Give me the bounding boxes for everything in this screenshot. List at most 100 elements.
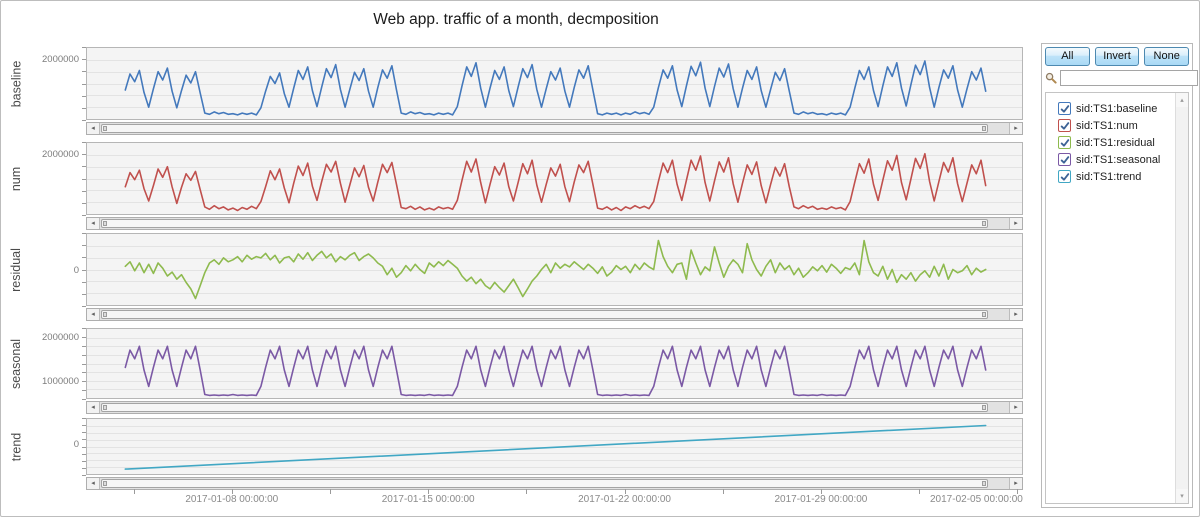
y-tick <box>82 475 86 476</box>
y-tick <box>82 337 86 338</box>
invert-selection-button[interactable]: Invert <box>1094 47 1140 66</box>
gridline <box>87 453 1022 454</box>
check-icon <box>1060 155 1069 164</box>
thumb-left-handle[interactable] <box>103 126 107 131</box>
thumb-left-handle[interactable] <box>103 405 107 410</box>
scroll-right-button[interactable]: ▸ <box>1009 402 1022 413</box>
selector-buttons: All Invert None <box>1045 47 1190 66</box>
y-tick <box>82 215 86 216</box>
select-all-button[interactable]: All <box>1045 47 1090 66</box>
x-tick-label: 2017-02-05 00:00:00 <box>930 494 1023 505</box>
y-tick <box>82 461 86 462</box>
y-tick <box>82 346 86 347</box>
y-tick <box>82 203 86 204</box>
legend-item-num[interactable]: sid:TS1:num <box>1058 117 1174 134</box>
checkbox-num[interactable] <box>1058 119 1071 132</box>
hscrollbar-baseline[interactable]: ◂ ▸ <box>86 122 1023 135</box>
scroll-left-button[interactable]: ◂ <box>87 218 100 229</box>
gridline <box>87 433 1022 434</box>
thumb-right-handle[interactable] <box>982 221 986 226</box>
y-tick-label: 2000000 <box>42 331 79 343</box>
select-none-button[interactable]: None <box>1144 47 1190 66</box>
hscrollbar-trend[interactable]: ◂ ▸ <box>86 477 1023 490</box>
scroll-thumb[interactable] <box>101 124 988 133</box>
scroll-right-button[interactable]: ▸ <box>1009 218 1022 229</box>
y-tick <box>82 454 86 455</box>
thumb-right-handle[interactable] <box>982 405 986 410</box>
plot-residual[interactable] <box>86 233 1023 306</box>
gridline <box>87 190 1022 191</box>
y-tick <box>82 468 86 469</box>
y-tick-label: 0 <box>73 439 79 451</box>
x-tick <box>428 489 430 494</box>
scroll-thumb[interactable] <box>101 310 988 319</box>
scroll-right-button[interactable]: ▸ <box>1009 123 1022 134</box>
legend-item-trend[interactable]: sid:TS1:trend <box>1058 168 1174 185</box>
thumb-right-handle[interactable] <box>982 312 986 317</box>
y-tick <box>82 245 86 246</box>
legend-item-baseline[interactable]: sid:TS1:baseline <box>1058 100 1174 117</box>
gridline <box>87 258 1022 259</box>
thumb-left-handle[interactable] <box>103 481 107 486</box>
checkbox-residual[interactable] <box>1058 136 1071 149</box>
thumb-left-handle[interactable] <box>103 221 107 226</box>
scroll-left-button[interactable]: ◂ <box>87 123 100 134</box>
x-tick-label: 2017-01-08 00:00:00 <box>185 494 279 505</box>
y-tick <box>82 233 86 234</box>
check-icon <box>1060 172 1069 181</box>
hscrollbar-seasonal[interactable]: ◂ ▸ <box>86 401 1023 414</box>
gridline <box>87 84 1022 85</box>
y-tick <box>82 166 86 167</box>
legend-item-label: sid:TS1:residual <box>1076 136 1155 149</box>
x-tick <box>624 489 626 494</box>
hscrollbar-residual[interactable]: ◂ ▸ <box>86 308 1023 321</box>
gridline <box>87 167 1022 168</box>
legend-item-residual[interactable]: sid:TS1:residual <box>1058 134 1174 151</box>
legend-item-seasonal[interactable]: sid:TS1:seasonal <box>1058 151 1174 168</box>
scroll-right-button[interactable]: ▸ <box>1009 478 1022 489</box>
plot-seasonal[interactable] <box>86 328 1023 399</box>
gridline <box>87 467 1022 468</box>
thumb-right-handle[interactable] <box>982 481 986 486</box>
y-tick <box>82 306 86 307</box>
y-tick <box>82 399 86 400</box>
checkbox-baseline[interactable] <box>1058 102 1071 115</box>
gridline <box>87 372 1022 373</box>
series-filter-input[interactable] <box>1060 70 1198 86</box>
scroll-thumb[interactable] <box>101 219 988 228</box>
thumb-right-handle[interactable] <box>982 126 986 131</box>
gridline <box>87 293 1022 294</box>
y-tick <box>82 191 86 192</box>
gridline <box>87 155 1022 156</box>
y-tick <box>82 257 86 258</box>
plot-num[interactable] <box>86 142 1023 215</box>
hscrollbar-num[interactable]: ◂ ▸ <box>86 217 1023 230</box>
vscrollbar[interactable]: ▴ ▾ <box>1175 93 1188 503</box>
y-tick <box>82 439 86 440</box>
scroll-thumb[interactable] <box>101 403 988 412</box>
scroll-down-button[interactable]: ▾ <box>1176 489 1188 503</box>
gridline <box>87 107 1022 108</box>
y-tick <box>82 418 86 419</box>
plot-trend[interactable] <box>86 418 1023 475</box>
y-tick <box>82 447 86 448</box>
y-tick <box>82 282 86 283</box>
checkbox-seasonal[interactable] <box>1058 153 1071 166</box>
scroll-thumb[interactable] <box>101 479 988 488</box>
scroll-left-button[interactable]: ◂ <box>87 402 100 413</box>
y-tick <box>82 294 86 295</box>
plot-baseline[interactable] <box>86 47 1023 120</box>
scroll-up-button[interactable]: ▴ <box>1176 93 1188 107</box>
series-selector-panel: All Invert None sid:TS1:baseline sid:TS1:… <box>1041 43 1198 508</box>
y-tick <box>82 381 86 382</box>
y-tick <box>82 154 86 155</box>
y-tick <box>82 71 86 72</box>
x-tick <box>919 489 921 494</box>
scroll-right-button[interactable]: ▸ <box>1009 309 1022 320</box>
thumb-left-handle[interactable] <box>103 312 107 317</box>
gridline <box>87 202 1022 203</box>
scroll-left-button[interactable]: ◂ <box>87 478 100 489</box>
checkbox-trend[interactable] <box>1058 170 1071 183</box>
gridline <box>87 389 1022 390</box>
scroll-left-button[interactable]: ◂ <box>87 309 100 320</box>
